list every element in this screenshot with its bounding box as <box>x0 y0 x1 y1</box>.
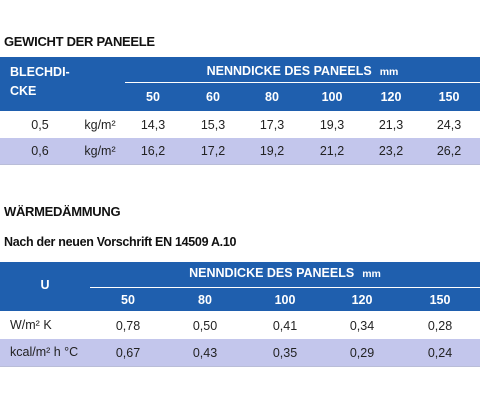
table-cell: 17,2 <box>200 144 226 158</box>
table-cell: 0,24 <box>427 345 453 360</box>
column-unit: mm <box>379 66 399 78</box>
table-cell: 26,2 <box>436 144 462 158</box>
column-label: 150 <box>438 90 460 104</box>
table-cell: 15,3 <box>200 118 226 132</box>
table-cell: 19,3 <box>319 118 345 132</box>
table-header <box>0 262 480 311</box>
row-background <box>0 138 480 164</box>
section-title: WÄRMEDÄMMUNG <box>4 204 121 219</box>
header-divider <box>90 287 480 288</box>
column-heading: NENNDICKE DES PANEELS <box>206 64 372 78</box>
table-cell: 21,2 <box>319 144 345 158</box>
column-heading-wrap: NENNDICKE DES PANEELS mm <box>189 264 381 282</box>
table-cell: 0,43 <box>192 345 218 360</box>
table-cell: 0,50 <box>192 318 218 333</box>
table-cell: 0,41 <box>272 318 298 333</box>
row-rule <box>0 164 480 165</box>
row-unit: kg/m² <box>84 144 116 158</box>
row-label: W/m² K <box>10 317 52 332</box>
table-cell: 0,67 <box>115 345 141 360</box>
column-label: 80 <box>265 90 279 104</box>
row-rule <box>0 366 480 367</box>
corner-label: CKE <box>10 84 37 98</box>
table-cell: 0,28 <box>427 318 453 333</box>
column-unit: mm <box>362 268 381 280</box>
column-heading-wrap: NENNDICKE DES PANEELS mm <box>207 62 399 80</box>
section-title: GEWICHT DER PANEELE <box>4 34 155 49</box>
column-label: 120 <box>351 293 373 307</box>
column-heading: NENNDICKE DES PANEELS <box>189 266 355 280</box>
column-label: 120 <box>380 90 402 104</box>
table-cell: 0,34 <box>349 318 375 333</box>
column-label: 100 <box>274 293 296 307</box>
table-cell: 17,3 <box>259 118 285 132</box>
section-subtitle: Nach der neuen Vorschrift EN 14509 A.10 <box>4 235 237 249</box>
table-cell: 24,3 <box>436 118 462 132</box>
table-cell: 14,3 <box>140 118 166 132</box>
row-label: 0,5 <box>31 118 49 132</box>
table-cell: 23,2 <box>378 144 404 158</box>
column-label: 60 <box>206 90 220 104</box>
row-unit: kg/m² <box>84 118 116 132</box>
table-cell: 0,35 <box>272 345 298 360</box>
corner-label: U <box>40 278 50 292</box>
table-cell: 0,78 <box>115 318 141 333</box>
header-divider <box>125 82 480 83</box>
column-label: 150 <box>429 293 451 307</box>
column-label: 50 <box>146 90 160 104</box>
row-label: 0,6 <box>31 144 49 158</box>
row-background <box>0 339 480 366</box>
row-label: kcal/m² h °C <box>10 344 79 359</box>
table-cell: 0,29 <box>349 345 375 360</box>
column-label: 100 <box>321 90 343 104</box>
table-cell: 21,3 <box>378 118 404 132</box>
table-cell: 16,2 <box>140 144 166 158</box>
column-label: 80 <box>198 293 212 307</box>
table-header <box>0 57 480 111</box>
column-label: 50 <box>121 293 135 307</box>
table-cell: 19,2 <box>259 144 285 158</box>
corner-label: BLECHDI- <box>10 65 70 79</box>
